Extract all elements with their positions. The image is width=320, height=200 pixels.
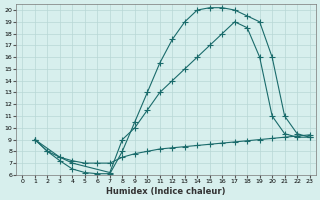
X-axis label: Humidex (Indice chaleur): Humidex (Indice chaleur) <box>106 187 226 196</box>
